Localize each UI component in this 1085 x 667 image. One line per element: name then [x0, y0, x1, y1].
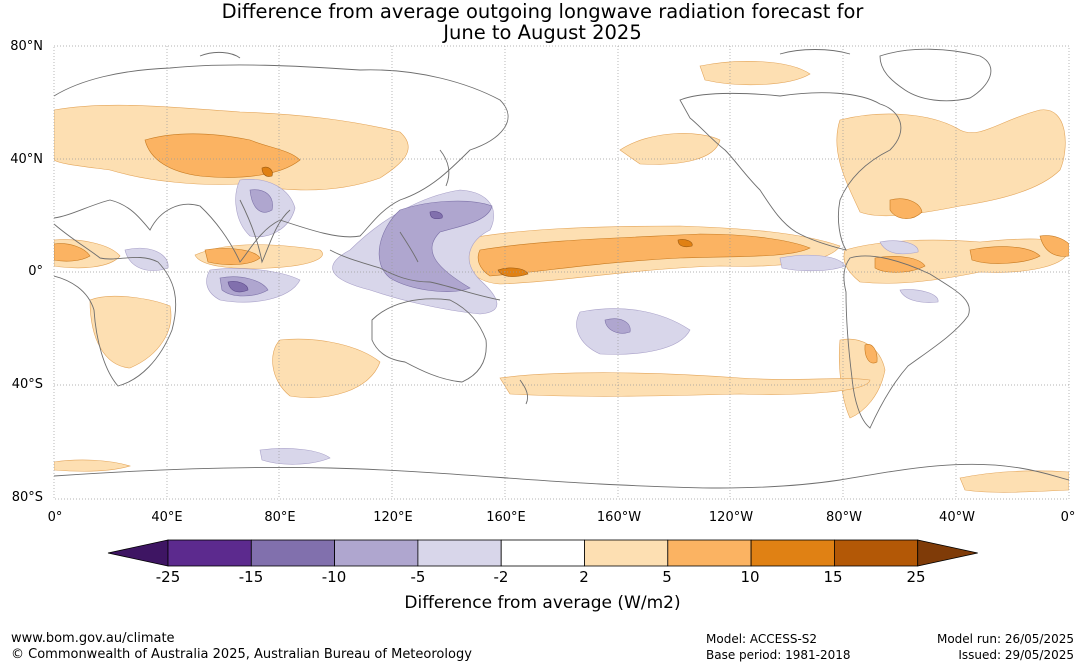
- map-gridlines: [54, 46, 1069, 499]
- colorbar-tick: -2: [493, 568, 509, 586]
- footer-issued: Issued: 29/05/2025: [958, 648, 1074, 662]
- lat-label-40n: 40°N: [10, 152, 43, 167]
- footer-url: www.bom.gov.au/climate: [11, 631, 175, 646]
- colorbar-segment: [834, 539, 919, 567]
- colorbar: [107, 539, 978, 567]
- lat-label-80n: 80°N: [10, 39, 43, 54]
- footer-copyright: © Commonwealth of Australia 2025, Austra…: [11, 647, 472, 662]
- colorbar-tick: -5: [410, 568, 426, 586]
- moderate-positive-anomaly-fields: [54, 133, 1069, 364]
- lat-label-0: 0°: [28, 264, 43, 279]
- lon-label-160w: 160°W: [596, 510, 642, 525]
- colorbar-tick: -25: [155, 568, 181, 586]
- lon-label-80e: 80°E: [264, 510, 296, 525]
- colorbar-under-triangle: [107, 539, 169, 567]
- colorbar-segment: [584, 539, 669, 567]
- lon-label-40e: 40°E: [151, 510, 183, 525]
- lon-label-0-west: 0°: [47, 510, 63, 525]
- lon-label-40w: 40°W: [939, 510, 975, 525]
- colorbar-segment: [417, 539, 502, 567]
- map-title-line2: June to August 2025: [443, 21, 642, 44]
- colorbar-tick: 25: [906, 568, 926, 586]
- colorbar-tick: -10: [321, 568, 347, 586]
- colorbar-tick: 5: [662, 568, 672, 586]
- colorbar-segment: [750, 539, 835, 567]
- map-frame: [53, 45, 1070, 500]
- lon-label-120w: 120°W: [708, 510, 754, 525]
- colorbar-over-triangle: [917, 539, 978, 567]
- colorbar-tick: 10: [740, 568, 760, 586]
- map-title-line1: Difference from average outgoing longwav…: [221, 0, 864, 23]
- strong-negative-anomaly-fields: [227, 211, 443, 293]
- colorbar-segment: [334, 539, 419, 567]
- colorbar-segment: [667, 539, 752, 567]
- colorbar-tick: 15: [823, 568, 843, 586]
- colorbar-tick: -15: [238, 568, 264, 586]
- lat-label-80s: 80°S: [11, 490, 43, 505]
- negative-anomaly-fields: [124, 179, 939, 465]
- colorbar-segment: [500, 539, 585, 567]
- colorbar-segment: [250, 539, 336, 567]
- lon-label-0-east: 0°: [1060, 510, 1076, 525]
- lat-label-40s: 40°S: [11, 377, 43, 392]
- colorbar-segment: [167, 539, 252, 567]
- coastlines: [54, 48, 1069, 489]
- lon-label-120e: 120°E: [373, 510, 413, 525]
- lon-label-160e: 160°E: [486, 510, 526, 525]
- lon-label-80w: 80°W: [826, 510, 862, 525]
- footer-model: Model: ACCESS-S2: [706, 632, 818, 646]
- footer-model-run: Model run: 26/05/2025: [936, 632, 1074, 646]
- positive-anomaly-fields: [54, 61, 1069, 493]
- colorbar-label: Difference from average (W/m2): [404, 593, 681, 613]
- colorbar-tick: 2: [579, 568, 589, 586]
- footer-base-period: Base period: 1981-2018: [706, 648, 851, 662]
